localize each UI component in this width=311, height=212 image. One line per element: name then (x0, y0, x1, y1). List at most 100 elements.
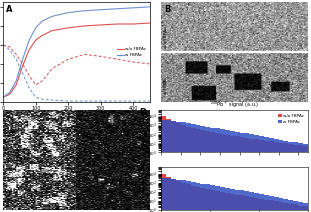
Bar (254, 139, 259, 212)
Bar (210, 185, 215, 212)
Bar (196, 125, 200, 212)
Text: D: D (139, 108, 146, 117)
w FBPAc (148, 6, 151, 8)
Bar (288, 142, 293, 212)
w FBPAc (132, 7, 135, 9)
Bar (274, 197, 279, 212)
Text: w/o FBPAc: w/o FBPAc (164, 27, 168, 48)
Bar (259, 194, 264, 212)
Bar (254, 198, 259, 212)
Bar (259, 199, 264, 212)
Bar (234, 190, 239, 212)
Bar (279, 140, 283, 212)
Bar (298, 206, 303, 212)
Bar (166, 119, 171, 212)
Bar (186, 184, 191, 212)
Bar (176, 122, 181, 212)
Text: $^{208}$Pb$^+$: $^{208}$Pb$^+$ (6, 126, 15, 144)
w/o FBPAc (40, 34, 44, 37)
Bar (210, 132, 215, 212)
Bar (244, 196, 249, 212)
Bar (274, 142, 279, 212)
Bar (303, 144, 308, 212)
Bar (293, 142, 298, 212)
Bar (161, 178, 166, 212)
w FBPAc (14, 80, 18, 82)
Text: w FBPAc: w FBPAc (164, 77, 168, 94)
w/o FBPAc (50, 29, 54, 32)
w FBPAc (34, 26, 38, 29)
Bar (244, 133, 249, 212)
Bar (269, 196, 274, 212)
w FBPAc (1, 96, 5, 99)
Bar (200, 126, 205, 212)
Bar (186, 181, 191, 212)
Bar (171, 121, 176, 212)
w FBPAc (50, 15, 54, 18)
Bar (283, 203, 288, 212)
Bar (234, 195, 239, 212)
Bar (293, 204, 298, 212)
w FBPAc (99, 8, 103, 11)
Bar (254, 135, 259, 212)
Bar (171, 179, 176, 212)
Bar (176, 123, 181, 212)
Bar (181, 183, 186, 212)
Bar (274, 139, 279, 212)
Y-axis label: Frequency: Frequency (142, 176, 147, 201)
Bar (259, 136, 264, 212)
w FBPAc (21, 58, 25, 60)
Bar (215, 128, 220, 212)
Line: w/o FBPAc: w/o FBPAc (3, 23, 150, 97)
Bar (220, 134, 225, 212)
Bar (225, 130, 230, 212)
Bar (220, 129, 225, 212)
Bar (264, 195, 269, 212)
Bar (200, 184, 205, 212)
Text: A: A (6, 5, 12, 14)
Bar (186, 123, 191, 212)
Bar (171, 121, 176, 212)
Bar (298, 144, 303, 212)
Bar (264, 137, 269, 212)
w/o FBPAc (14, 84, 18, 86)
Bar (196, 183, 200, 212)
Bar (279, 143, 283, 212)
w FBPAc (115, 7, 119, 10)
Bar (283, 144, 288, 212)
Bar (230, 189, 234, 212)
Bar (225, 193, 230, 212)
Title: $^{208}$Pb$^+$ signal (a.u.): $^{208}$Pb$^+$ signal (a.u.) (210, 100, 259, 110)
Bar (288, 144, 293, 212)
Bar (161, 174, 166, 212)
w FBPAc (40, 20, 44, 22)
Bar (210, 190, 215, 212)
Bar (230, 131, 234, 212)
Legend: w/o FBPAc, w FBPAc: w/o FBPAc, w FBPAc (116, 45, 147, 59)
w FBPAc (27, 39, 31, 41)
Text: w FBPAc: w FBPAc (31, 205, 48, 209)
Bar (191, 128, 196, 212)
Bar (239, 195, 244, 212)
Bar (244, 138, 249, 212)
Bar (191, 186, 196, 212)
w/o FBPAc (148, 22, 151, 24)
Bar (259, 140, 264, 212)
w/o FBPAc (34, 39, 38, 41)
Bar (269, 141, 274, 212)
Bar (264, 141, 269, 212)
Bar (279, 198, 283, 212)
Bar (274, 201, 279, 212)
Bar (205, 189, 210, 212)
w/o FBPAc (27, 48, 31, 51)
Bar (249, 138, 254, 212)
Bar (283, 141, 288, 212)
Bar (161, 120, 166, 212)
w/o FBPAc (21, 65, 25, 67)
Text: $^{12}$C$_2^-$: $^{12}$C$_2^-$ (6, 178, 17, 191)
Bar (234, 132, 239, 212)
Bar (303, 203, 308, 212)
Bar (288, 204, 293, 212)
w FBPAc (83, 9, 86, 12)
Bar (239, 132, 244, 212)
